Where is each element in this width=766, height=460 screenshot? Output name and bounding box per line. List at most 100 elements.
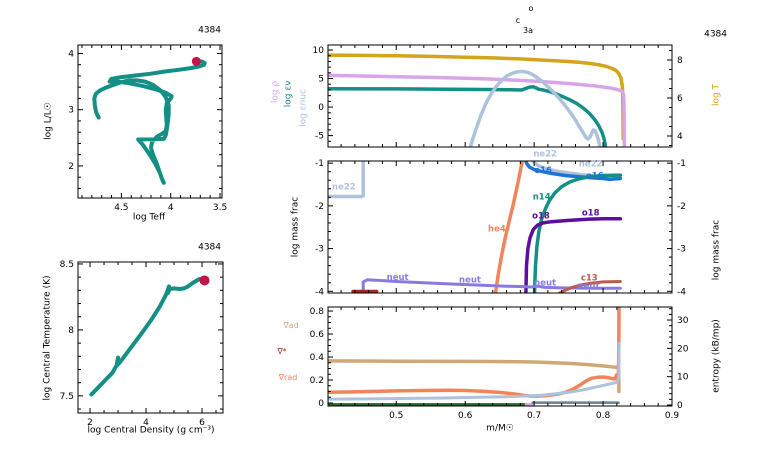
tick-label: 4 <box>677 132 683 142</box>
plot-label-neut: neut <box>387 273 409 283</box>
plot-label-c13: c13 <box>581 274 598 284</box>
tick-label: 10 <box>313 46 325 56</box>
panel-tc-rhoc <box>89 276 207 397</box>
series-tc-rhoc-track <box>89 276 207 397</box>
tick-label: 0.6 <box>310 330 325 340</box>
log-eps-nuc-axis-title: log εnuc <box>298 89 309 127</box>
grad-star-axis-title: ∇* <box>277 347 287 356</box>
tick-label: 0 <box>318 103 324 113</box>
model-number-label: 4384 <box>704 29 727 40</box>
tick-label: 7.5 <box>60 392 74 402</box>
tick-label: 4.5 <box>114 203 128 213</box>
tick-label: 8 <box>68 326 74 336</box>
series-he4 <box>493 161 525 293</box>
plot-label-neut: neut <box>459 275 481 285</box>
tick-label: 8.5 <box>60 260 74 270</box>
burn-title-3a: 3a <box>523 26 533 35</box>
series-log-eps-nuc <box>468 69 602 147</box>
plot-label-ne22: ne22 <box>579 160 603 170</box>
tick-label: 0.6 <box>458 411 473 421</box>
tc-y-axis-title: log Central Temperature (K) <box>42 275 53 401</box>
plot-label-o18: o18 <box>582 209 600 219</box>
panel-tc-rhoc-border <box>77 261 224 414</box>
entropy-axis-title: entropy (kB/mp) <box>711 319 722 393</box>
tc-x-axis-title: log Central Density (g cm⁻³) <box>87 425 215 436</box>
tick-label: 0.8 <box>310 307 325 317</box>
grad-ad-axis-title: ∇ad <box>283 321 299 330</box>
panel-profile-abund <box>328 161 623 293</box>
tick-label: 0.5 <box>389 411 403 421</box>
series-entropy <box>328 341 621 401</box>
log-eps-nu-axis-title: log εν <box>283 80 294 108</box>
panel-profile-grad-border <box>327 306 673 407</box>
plot-label-neut: neut <box>534 279 556 289</box>
model-number-label: 4384 <box>198 25 221 36</box>
series-log-T <box>328 53 625 141</box>
tick-label: 20 <box>677 344 689 354</box>
tick-label: -2 <box>315 202 324 212</box>
tick-label: 0 <box>318 399 324 409</box>
tick-label: 8 <box>677 56 683 66</box>
series-ne22-left <box>328 161 365 199</box>
tick-label: 6 <box>199 418 205 428</box>
mass-frac-right-axis-title: log mass frac <box>711 219 722 281</box>
tick-label: -3 <box>315 245 324 255</box>
tick-label: 0 <box>677 401 683 411</box>
tick-label: 4 <box>143 418 149 428</box>
burn-title-c: c <box>515 16 521 25</box>
panel-profile-top-border <box>327 44 673 148</box>
tick-label: -1 <box>677 159 686 169</box>
tick-label: 4 <box>68 49 74 59</box>
log-T-axis-title: log T <box>711 83 722 107</box>
series-neut <box>361 278 622 293</box>
model-number-label: 4384 <box>198 242 221 253</box>
series-c13 <box>558 280 622 293</box>
tick-label: 0.2 <box>310 376 324 386</box>
tick-label: -1 <box>315 159 324 169</box>
tick-label: 30 <box>677 316 689 326</box>
tick-label: 3.5 <box>213 203 227 213</box>
tick-label: 0.8 <box>596 411 611 421</box>
hr-y-axis-title: log L/L☉ <box>43 102 54 140</box>
panel-hr-border <box>77 44 223 199</box>
plot-label-o16: o16 <box>586 172 604 182</box>
marker-current-model <box>191 56 201 66</box>
tick-label: 5 <box>318 75 324 85</box>
plot-label-ne22: ne22 <box>332 183 356 193</box>
tick-label: -2 <box>677 202 686 212</box>
plot-label-o16: o16 <box>534 166 552 176</box>
tick-label: -3 <box>677 245 686 255</box>
tick-label: 0.9 <box>665 411 680 421</box>
plot-label-n14: n14 <box>533 192 551 202</box>
tick-label: 6 <box>677 94 683 104</box>
panel-profile-top <box>328 53 627 147</box>
profile-x-axis-title: m/M☉ <box>486 423 514 434</box>
series-o18 <box>524 216 623 293</box>
grad-rad-axis-title: ∇rad <box>278 373 298 382</box>
panel-profile-grad <box>328 307 621 406</box>
mass-frac-left-axis-title: log mass frac <box>290 196 301 258</box>
tick-label: 4 <box>168 203 174 213</box>
tick-label: 2 <box>87 418 93 428</box>
series-grad-rad <box>328 307 621 398</box>
tick-label: 2 <box>68 162 74 172</box>
log-rho-axis-title: log ρ <box>270 80 281 104</box>
tick-label: -5 <box>315 132 324 142</box>
panel-profile-abund-border <box>327 160 673 294</box>
hr-x-axis-title: log Teff <box>132 212 166 223</box>
plot-label-he4: he4 <box>488 224 506 234</box>
series-hr-track <box>92 59 207 185</box>
series-o16 <box>524 161 623 182</box>
series-n14 <box>532 173 623 293</box>
tick-label: 3 <box>68 106 74 116</box>
plot-label-ne22: ne22 <box>533 150 557 160</box>
plot-label-o18: o18 <box>532 212 550 222</box>
marker-current-model <box>199 275 210 286</box>
tick-label: -4 <box>315 287 324 297</box>
tick-label: 0.4 <box>310 353 325 363</box>
plot-label-neut: neut <box>578 282 600 292</box>
tick-label: 10 <box>677 373 689 383</box>
tick-label: 0.7 <box>527 411 541 421</box>
